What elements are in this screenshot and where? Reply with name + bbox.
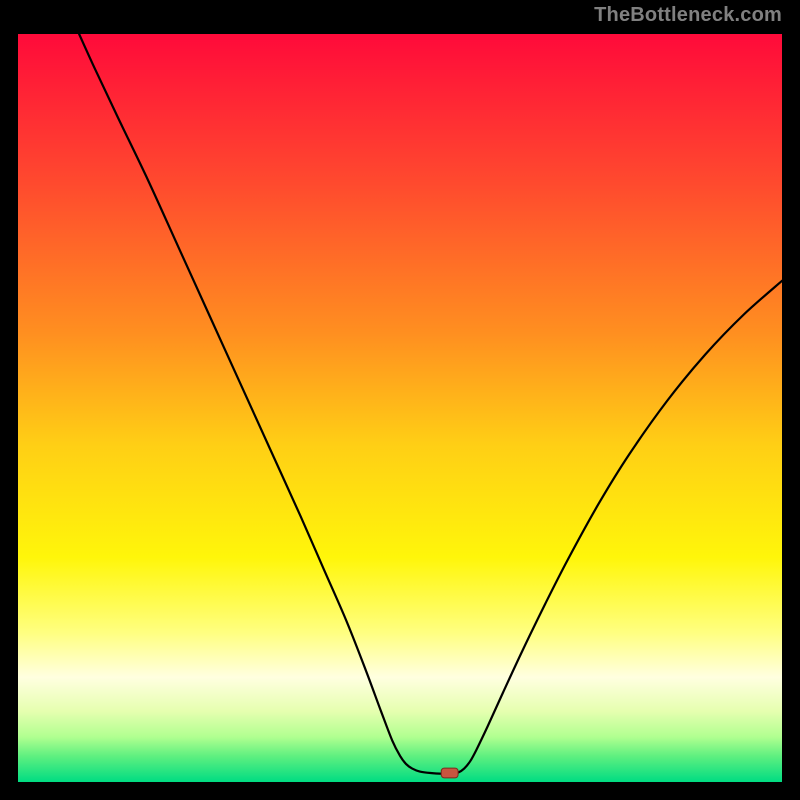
plot-svg: [18, 34, 782, 782]
watermark-text: TheBottleneck.com: [594, 4, 782, 27]
optimal-point-marker: [441, 768, 458, 778]
plot-area: [18, 34, 782, 782]
chart-frame: TheBottleneck.com: [0, 0, 800, 800]
